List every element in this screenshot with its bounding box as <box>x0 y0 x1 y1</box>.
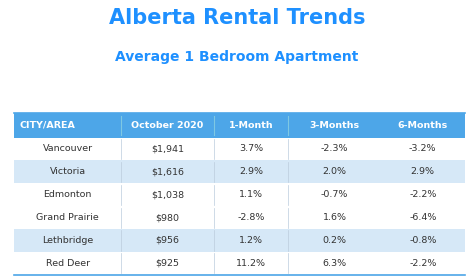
Text: $956: $956 <box>155 236 180 245</box>
Text: 2.9%: 2.9% <box>239 167 263 176</box>
Text: 1.6%: 1.6% <box>322 213 346 222</box>
Text: October 2020: October 2020 <box>131 121 203 130</box>
Text: $1,941: $1,941 <box>151 145 184 153</box>
Text: -2.2%: -2.2% <box>409 259 437 268</box>
Text: $1,038: $1,038 <box>151 190 184 199</box>
Text: 3.7%: 3.7% <box>239 145 263 153</box>
Text: Red Deer: Red Deer <box>46 259 90 268</box>
Text: Edmonton: Edmonton <box>44 190 92 199</box>
Text: 6-Months: 6-Months <box>398 121 448 130</box>
Text: Vancouver: Vancouver <box>43 145 93 153</box>
Text: 1-Month: 1-Month <box>228 121 273 130</box>
Text: -3.2%: -3.2% <box>409 145 437 153</box>
Text: 1.2%: 1.2% <box>239 236 263 245</box>
Text: Victoria: Victoria <box>50 167 86 176</box>
Text: 1.1%: 1.1% <box>239 190 263 199</box>
Text: Average 1 Bedroom Apartment: Average 1 Bedroom Apartment <box>115 50 359 64</box>
Text: 6.3%: 6.3% <box>322 259 346 268</box>
Text: -6.4%: -6.4% <box>409 213 437 222</box>
Text: 3-Months: 3-Months <box>310 121 360 130</box>
Text: -0.7%: -0.7% <box>321 190 348 199</box>
Text: CITY/AREA: CITY/AREA <box>20 121 76 130</box>
Text: $980: $980 <box>155 213 180 222</box>
Text: -2.2%: -2.2% <box>409 190 437 199</box>
Text: $925: $925 <box>155 259 180 268</box>
Text: Grand Prairie: Grand Prairie <box>36 213 99 222</box>
Text: 2.0%: 2.0% <box>322 167 346 176</box>
Text: -0.8%: -0.8% <box>409 236 437 245</box>
Text: Alberta Rental Trends: Alberta Rental Trends <box>109 8 365 28</box>
Text: -2.8%: -2.8% <box>237 213 264 222</box>
Text: -2.3%: -2.3% <box>321 145 348 153</box>
Text: 2.9%: 2.9% <box>411 167 435 176</box>
Text: Lethbridge: Lethbridge <box>42 236 93 245</box>
Text: 0.2%: 0.2% <box>322 236 346 245</box>
Text: $1,616: $1,616 <box>151 167 184 176</box>
Text: 11.2%: 11.2% <box>236 259 266 268</box>
